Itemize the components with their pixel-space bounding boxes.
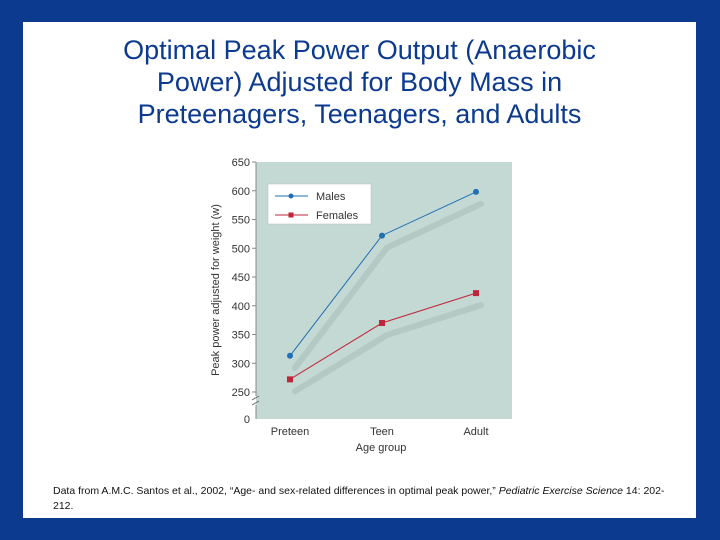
y-tick-label: 350: [232, 330, 250, 342]
x-tick-label: Adult: [463, 426, 488, 438]
citation-journal: Pediatric Exercise Science: [498, 485, 624, 497]
data-point-females: [287, 376, 293, 383]
y-tick-label: 300: [232, 358, 250, 370]
line-chart: 650 600 550 500 450 400 350 300 250 0 Preteen Teen A…: [210, 157, 512, 454]
y-tick-label: 450: [232, 272, 250, 284]
series-shadow-males: [292, 200, 484, 371]
slide-title: Optimal Peak Power Output (Anaerobic Pow…: [23, 34, 696, 130]
y-tick-label-zero: 0: [244, 414, 250, 426]
y-axis-break: [251, 395, 260, 406]
legend-label-females: Females: [316, 210, 359, 222]
citation-text: Data from A.M.C. Santos et al., 2002, “A…: [53, 485, 499, 497]
data-point-females: [379, 320, 385, 326]
legend-marker-females: [288, 212, 294, 218]
title-line-3: Preteenagers, Teenagers, and Adults: [137, 99, 582, 129]
y-tick-label: 500: [232, 243, 250, 255]
y-tick-label: 600: [232, 186, 250, 198]
legend-box: [267, 183, 372, 225]
title-line-2: Power) Adjusted for Body Mass in: [156, 67, 563, 97]
legend-marker-males: [288, 193, 294, 199]
y-tick-label: 250: [232, 387, 250, 399]
citation: Data from A.M.C. Santos et al., 2002, “A…: [53, 484, 683, 514]
x-tick-label: Teen: [370, 426, 394, 438]
slide: Optimal Peak Power Output (Anaerobic Pow…: [23, 22, 696, 518]
y-tick-label: 550: [232, 215, 250, 227]
x-axis-title: Age group: [356, 442, 407, 454]
y-tick-label: 400: [232, 301, 250, 313]
data-point-males: [473, 188, 479, 195]
y-axis-title: Peak power adjusted for weight (w): [210, 204, 222, 376]
x-tick-label: Preteen: [271, 426, 310, 438]
data-point-females: [473, 290, 479, 297]
data-point-males: [379, 232, 385, 239]
y-tick-label: 650: [232, 157, 250, 169]
title-line-1: Optimal Peak Power Output (Anaerobic: [123, 35, 596, 65]
data-point-males: [287, 352, 293, 359]
citation-volume: 14: 202-212.: [53, 485, 665, 512]
legend-label-males: Males: [316, 191, 346, 203]
series-shadow-females: [292, 302, 484, 395]
